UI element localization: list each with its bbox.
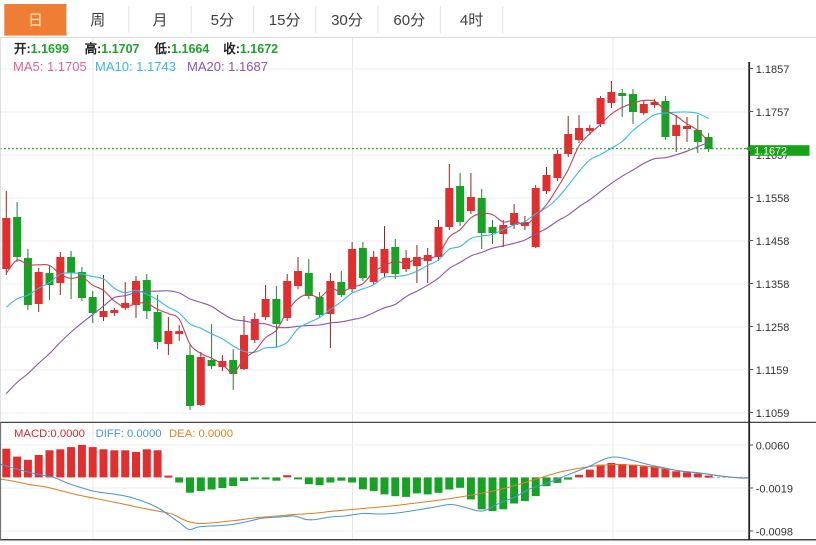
svg-text:0.0060: 0.0060 [756,440,790,452]
svg-text:日: 日 [28,12,43,29]
svg-text:5分: 5分 [211,12,234,29]
svg-text:低:1.1664: 低:1.1664 [153,41,209,56]
svg-text:1.1558: 1.1558 [756,193,790,205]
svg-text:-0.0019: -0.0019 [756,483,793,495]
svg-text:DEA: 0.0000: DEA: 0.0000 [169,428,233,440]
svg-text:MA20: 1.1687: MA20: 1.1687 [187,59,268,74]
svg-text:1.1358: 1.1358 [756,279,790,291]
svg-text:月: 月 [153,12,168,29]
svg-text:-0.0098: -0.0098 [756,526,793,538]
svg-text:1.1757: 1.1757 [756,107,790,119]
svg-text:1.1258: 1.1258 [756,322,790,334]
svg-text:15分: 15分 [269,12,301,29]
svg-text:周: 周 [90,12,105,29]
svg-text:高:1.1707: 高:1.1707 [85,41,140,56]
svg-text:1.1672: 1.1672 [754,145,787,157]
svg-text:DIFF: 0.0000: DIFF: 0.0000 [96,428,162,440]
svg-text:开:1.1699: 开:1.1699 [14,42,69,56]
svg-text:MACD:0.0000: MACD:0.0000 [14,428,85,440]
svg-text:MA10: 1.1743: MA10: 1.1743 [95,59,176,74]
svg-text:1.1857: 1.1857 [756,64,790,76]
svg-text:MA5: 1.1705: MA5: 1.1705 [13,59,87,74]
svg-text:收:1.1672: 收:1.1672 [223,41,278,56]
svg-text:30分: 30分 [331,12,363,29]
svg-text:60分: 60分 [393,12,425,29]
svg-text:1.1159: 1.1159 [756,365,789,377]
svg-text:4时: 4时 [460,12,483,29]
svg-text:1.1458: 1.1458 [756,236,790,248]
svg-text:1.1059: 1.1059 [756,408,790,420]
